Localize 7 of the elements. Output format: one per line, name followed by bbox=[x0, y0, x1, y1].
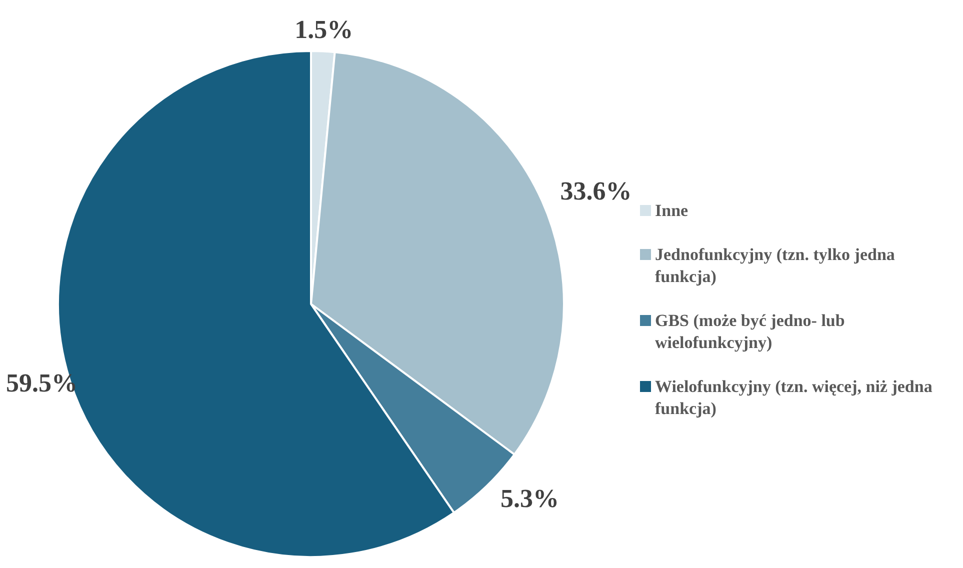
data-label: 33.6% bbox=[560, 176, 632, 206]
data-label: 5.3% bbox=[500, 484, 560, 514]
legend-label: Wielofunkcyjny (tzn. więcej, niż jedna funkcja) bbox=[655, 376, 934, 420]
legend-label: Inne bbox=[655, 200, 688, 222]
data-label: 1.5% bbox=[294, 15, 354, 44]
legend-label: Jednofunkcyjny (tzn. tylko jedna funkcja) bbox=[655, 244, 896, 288]
legend-label: GBS (może być jedno- lub wielofunkcyjny) bbox=[655, 310, 846, 354]
